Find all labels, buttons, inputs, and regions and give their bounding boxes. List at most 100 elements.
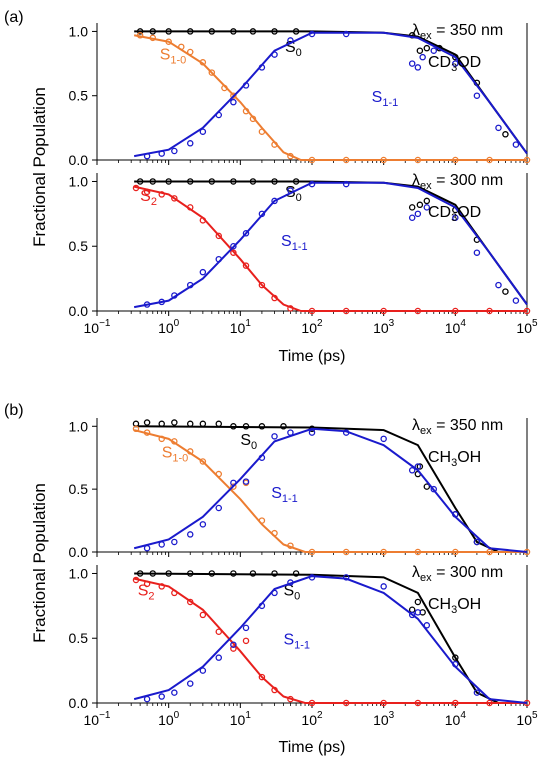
data-point-S1-0 xyxy=(342,548,350,556)
data-point-S0 xyxy=(230,178,237,185)
data-point-S2 xyxy=(486,307,493,315)
data-point-S1-1 xyxy=(199,667,207,674)
data-point-S1-1 xyxy=(186,680,194,687)
data-point-S0 xyxy=(165,178,172,185)
data-point-S1-1 xyxy=(495,281,502,289)
data-point-S1-1 xyxy=(242,624,250,632)
data-point-S2 xyxy=(414,307,422,315)
data-point-S1-1 xyxy=(452,60,459,67)
data-point-S1-0 xyxy=(242,107,250,115)
data-point-S0 xyxy=(423,44,431,52)
x-tick-label: 104 xyxy=(445,710,467,728)
data-point-S1-0 xyxy=(486,156,493,164)
x-tick-base: 10 xyxy=(301,712,317,728)
data-point-S1-1 xyxy=(158,298,165,306)
data-point-S1-1 xyxy=(230,242,237,250)
data-point-S1-1 xyxy=(258,64,266,71)
series-label-sub: 1-1 xyxy=(382,97,398,109)
data-point-S1-1 xyxy=(287,187,294,194)
fit-line-S1-1 xyxy=(133,31,528,158)
data-point-S1-1 xyxy=(143,301,151,308)
data-point-S2 xyxy=(215,232,223,240)
x-tick-label: 10−1 xyxy=(84,710,111,728)
excitation-lambda: λ xyxy=(412,172,420,189)
data-point-S0 xyxy=(271,178,278,185)
series-label-main: S xyxy=(138,582,149,599)
panel-label: (a) xyxy=(4,9,24,26)
data-point-S0 xyxy=(136,570,144,577)
data-point-S1-0 xyxy=(230,92,237,99)
solvent-part: OD xyxy=(457,204,481,221)
fit-line-S1-0 xyxy=(133,429,527,553)
series-S0: S0 xyxy=(134,570,527,704)
data-point-S0 xyxy=(258,423,266,430)
series-label-main: S xyxy=(285,39,296,56)
data-point-S2 xyxy=(143,580,151,588)
data-point-S1-1 xyxy=(199,128,207,135)
data-point-S0 xyxy=(149,28,157,35)
series-label-main: S xyxy=(140,188,151,205)
x-tick-base: 10 xyxy=(84,712,100,728)
data-point-S2 xyxy=(287,305,294,312)
data-point-S1-1 xyxy=(158,150,165,157)
data-point-S1-0 xyxy=(186,448,194,455)
excitation-value: = 300 nm xyxy=(432,564,504,581)
data-point-S1-0 xyxy=(287,152,294,160)
solvent-sub: 3 xyxy=(451,604,457,616)
x-axis-label: Time (ps) xyxy=(279,739,346,756)
data-point-S0 xyxy=(249,570,257,577)
data-point-S1-1 xyxy=(215,654,223,661)
series-label-sub: 1-1 xyxy=(282,493,298,505)
x-tick-exponent: 3 xyxy=(389,710,395,721)
data-point-S1-1 xyxy=(473,689,481,696)
solvent-part: CD xyxy=(428,204,451,221)
data-point-S0 xyxy=(292,178,300,185)
data-point-S1-1 xyxy=(495,124,502,132)
data-point-S1-1 xyxy=(419,53,426,61)
x-tick-exponent: −1 xyxy=(99,318,111,329)
excitation-label: λex = 350 nm xyxy=(412,22,503,42)
y-tick-label: 1.0 xyxy=(69,418,89,434)
excitation-sub: ex xyxy=(420,180,432,192)
solvent-part: CH xyxy=(428,596,451,613)
x-tick-base: 10 xyxy=(373,320,389,336)
data-point-S0 xyxy=(242,423,250,430)
data-point-S0 xyxy=(208,570,216,577)
data-point-S1-1 xyxy=(308,429,316,436)
series-label-sub: 1-0 xyxy=(172,453,188,465)
excitation-sub: ex xyxy=(420,572,432,584)
data-point-S2 xyxy=(143,188,151,196)
data-point-S2 xyxy=(186,204,194,211)
x-tick-label: 101 xyxy=(230,710,252,728)
data-point-S1-1 xyxy=(171,147,178,155)
solvent-part: OH xyxy=(457,449,481,466)
data-point-S0 xyxy=(165,28,172,35)
x-tick-base: 10 xyxy=(373,712,389,728)
y-tick-label: 0.0 xyxy=(69,303,89,319)
fit-line-S2 xyxy=(133,185,527,312)
data-point-S1-0 xyxy=(486,548,493,556)
data-point-S0 xyxy=(208,178,216,185)
data-point-S0 xyxy=(143,419,151,426)
data-point-S2 xyxy=(287,695,294,703)
data-point-S1-1 xyxy=(215,504,223,512)
data-point-S2 xyxy=(132,184,140,192)
x-tick-exponent: 3 xyxy=(389,318,395,329)
data-point-S2 xyxy=(271,294,278,302)
data-point-S2 xyxy=(186,598,194,606)
series-label-sub: 0 xyxy=(294,590,300,602)
data-point-S1-1 xyxy=(171,689,178,696)
data-point-S0 xyxy=(208,28,216,35)
data-point-S0 xyxy=(249,28,257,35)
data-point-S0 xyxy=(136,28,144,35)
data-point-S1-1 xyxy=(242,230,250,237)
series-label-main: S xyxy=(240,432,251,449)
data-point-S2 xyxy=(171,195,178,202)
series-label-sub: 2 xyxy=(151,196,157,208)
data-point-S0 xyxy=(452,53,459,61)
data-point-S1-0 xyxy=(208,69,216,76)
x-tick-label: 100 xyxy=(158,318,180,336)
data-point-S1-0 xyxy=(308,548,316,556)
